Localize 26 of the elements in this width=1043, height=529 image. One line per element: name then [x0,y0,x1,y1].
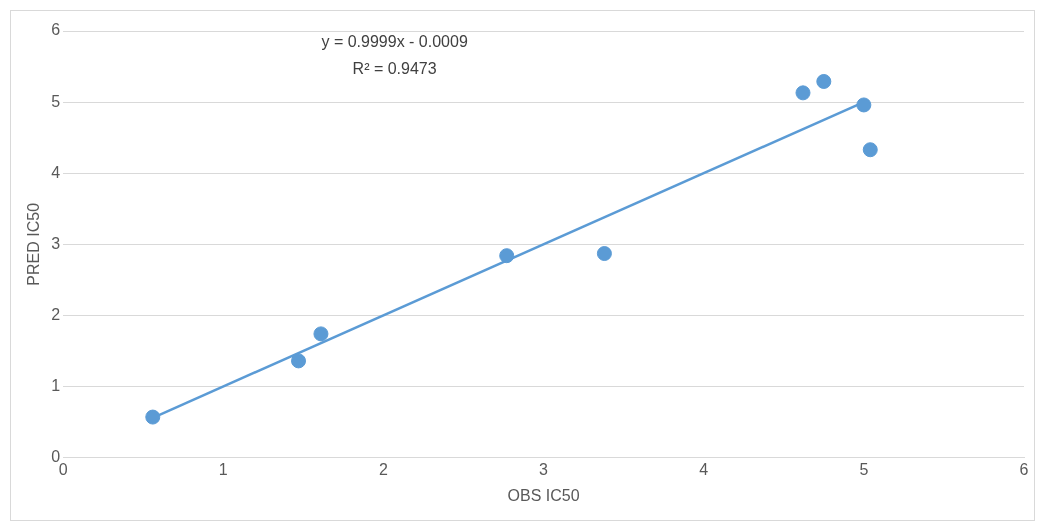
point [313,326,329,342]
y-tick-label: 1 [51,376,61,394]
x-tick-label: 4 [699,460,709,478]
x-tick-label: 2 [378,460,388,478]
x-axis-title: OBS IC50 [507,486,580,504]
y-tick-label: 2 [51,305,61,323]
x-tick-label: 3 [539,460,549,478]
annotation: y = 0.9999x - 0.0009 [321,33,468,51]
point [795,85,811,101]
point [862,142,878,158]
y-tick-label: 5 [51,92,61,110]
y-tick-label: 3 [51,234,61,252]
point [856,97,872,113]
y-tick-label: 6 [51,21,61,39]
y-tick-label: 4 [51,163,61,181]
y-tick-label: 0 [51,448,61,466]
point [291,353,307,369]
y-axis-title: PRED IC50 [25,202,43,286]
x-tick-label: 6 [1019,460,1029,478]
point [145,409,161,425]
point [499,248,515,264]
point [816,73,832,89]
x-tick-label: 1 [218,460,228,478]
point [596,246,612,262]
x-tick-label: 5 [859,460,869,478]
annotation: R² = 0.9473 [352,60,437,78]
